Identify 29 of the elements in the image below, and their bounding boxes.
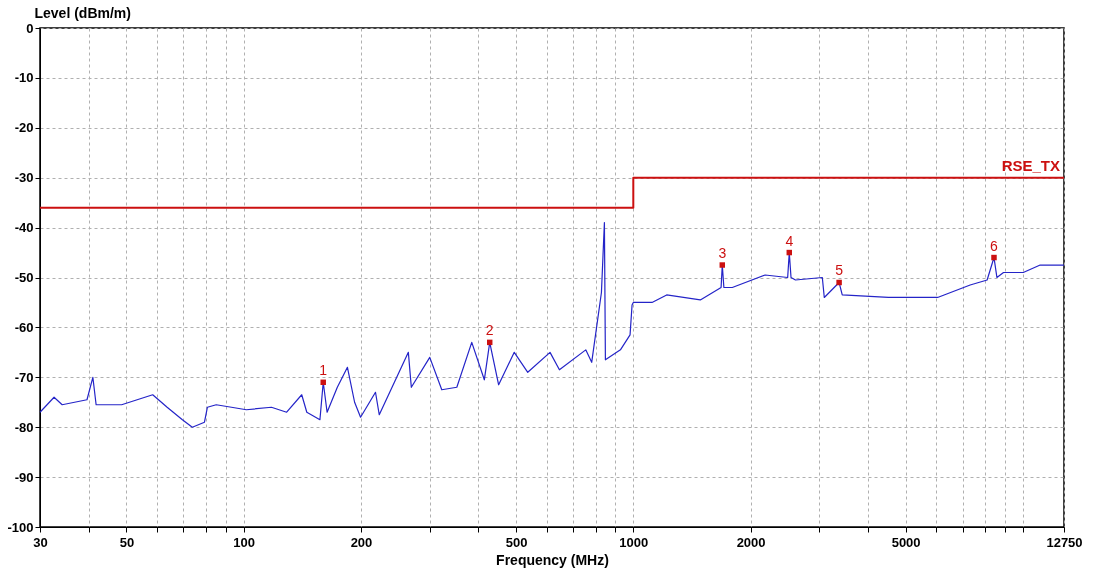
y-tick-label: -90: [14, 469, 34, 485]
x-tick-label: 1000: [619, 534, 649, 550]
x-tick-label: 30: [33, 534, 48, 550]
series-label: RSE_TX: [1001, 156, 1060, 174]
x-tick-label: 100: [233, 534, 256, 550]
y-tick-label: -40: [14, 220, 34, 236]
annotation: 6: [990, 237, 999, 254]
x-tick-label: 2000: [736, 534, 766, 550]
x-tick-label: 50: [119, 534, 135, 550]
y-tick-label: -80: [14, 419, 34, 435]
annotation: 3: [718, 245, 727, 262]
y-tick-label: -20: [14, 120, 34, 136]
x-tick-label: 12750: [1046, 534, 1083, 550]
y-tick-label: -30: [14, 170, 34, 186]
y-tick-label: -10: [14, 70, 34, 86]
y-axis-title: Level (dBm/m): [34, 4, 131, 21]
annotation: 4: [785, 232, 794, 249]
annotation: 1: [319, 362, 328, 379]
x-axis-title: Frequency (MHz): [496, 551, 609, 568]
y-tick-label: 0: [26, 20, 34, 36]
annotation: 5: [835, 262, 844, 279]
x-tick-label: 5000: [891, 534, 921, 550]
x-tick-label: 500: [505, 534, 528, 550]
y-tick-label: -50: [14, 270, 34, 285]
y-tick-label: -70: [14, 369, 34, 385]
x-tick-label: 200: [350, 534, 373, 550]
annotation: 2: [485, 322, 494, 339]
y-tick-label: -100: [7, 519, 34, 535]
y-tick-label: -60: [14, 319, 34, 335]
